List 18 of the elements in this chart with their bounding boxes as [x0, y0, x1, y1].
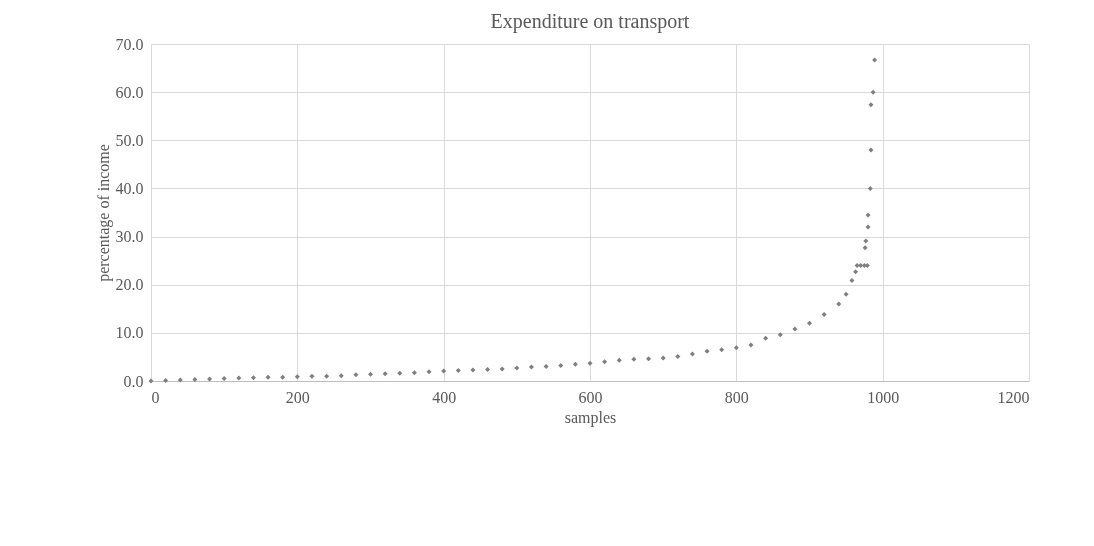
x-tick-label: 600	[578, 388, 603, 406]
y-tick-label: 50.0	[115, 131, 144, 149]
y-tick-label: 20.0	[115, 276, 144, 294]
y-tick-label: 30.0	[115, 228, 144, 246]
x-tick-label: 200	[285, 388, 310, 406]
y-tick-label: 70.0	[115, 35, 144, 53]
x-tick-label: 400	[432, 388, 457, 406]
y-tick-label: 0.0	[123, 372, 144, 390]
y-tick-label: 10.0	[115, 324, 144, 342]
y-tick-label: 60.0	[115, 83, 144, 101]
x-tick-label: 1200	[997, 388, 1030, 406]
x-tick-label: 1000	[867, 388, 900, 406]
y-axis-title: percentage of income	[94, 144, 113, 282]
x-tick-label: 0	[151, 388, 160, 406]
x-axis-title: samples	[564, 408, 617, 427]
y-tick-label: 40.0	[115, 179, 144, 197]
x-tick-label: 800	[724, 388, 749, 406]
chart-title: Expenditure on transport	[490, 10, 690, 33]
